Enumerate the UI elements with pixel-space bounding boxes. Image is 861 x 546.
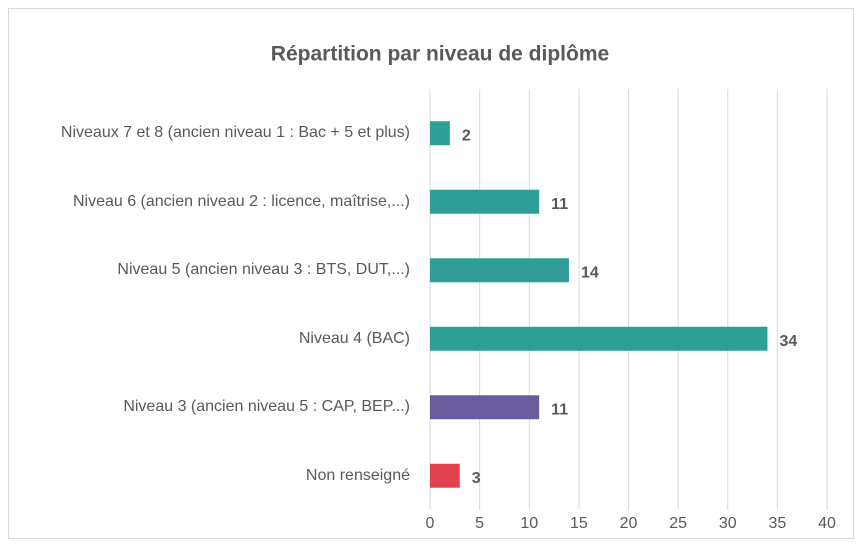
- value-label: 2: [462, 127, 471, 144]
- x-tick-label: 5: [475, 515, 484, 532]
- category-label: Niveau 4 (BAC): [298, 329, 410, 347]
- x-tick-label: 0: [426, 515, 435, 532]
- value-label: 11: [551, 196, 568, 213]
- x-tick-label: 10: [520, 515, 538, 532]
- x-tick-label: 20: [620, 515, 638, 532]
- bar: [430, 189, 540, 214]
- value-label: 3: [472, 470, 481, 487]
- category-label: Niveau 5 (ancien niveau 3 : BTS, DUT,...…: [117, 261, 410, 279]
- bar: [430, 395, 540, 420]
- category-label: Non renseigné: [305, 466, 410, 484]
- value-label: 11: [551, 401, 568, 418]
- category-label: Niveau 6 (ancien niveau 2 : licence, maî…: [72, 192, 410, 210]
- category-label: Niveaux 7 et 8 (ancien niveau 1 : Bac + …: [60, 124, 410, 142]
- x-tick-label: 35: [768, 515, 786, 532]
- value-label: 14: [581, 264, 599, 281]
- bar: [430, 326, 768, 351]
- x-tick-label: 25: [669, 515, 687, 532]
- category-label: Niveau 3 (ancien niveau 5 : CAP, BEP...): [123, 398, 410, 416]
- value-label: 34: [779, 333, 797, 350]
- bar: [430, 258, 569, 283]
- chart-title: Répartition par niveau de diplôme: [271, 43, 609, 66]
- x-tick-label: 15: [570, 515, 588, 532]
- x-tick-label: 30: [719, 515, 737, 532]
- bar: [430, 463, 460, 488]
- x-tick-label: 40: [818, 515, 836, 532]
- bar: [430, 121, 450, 146]
